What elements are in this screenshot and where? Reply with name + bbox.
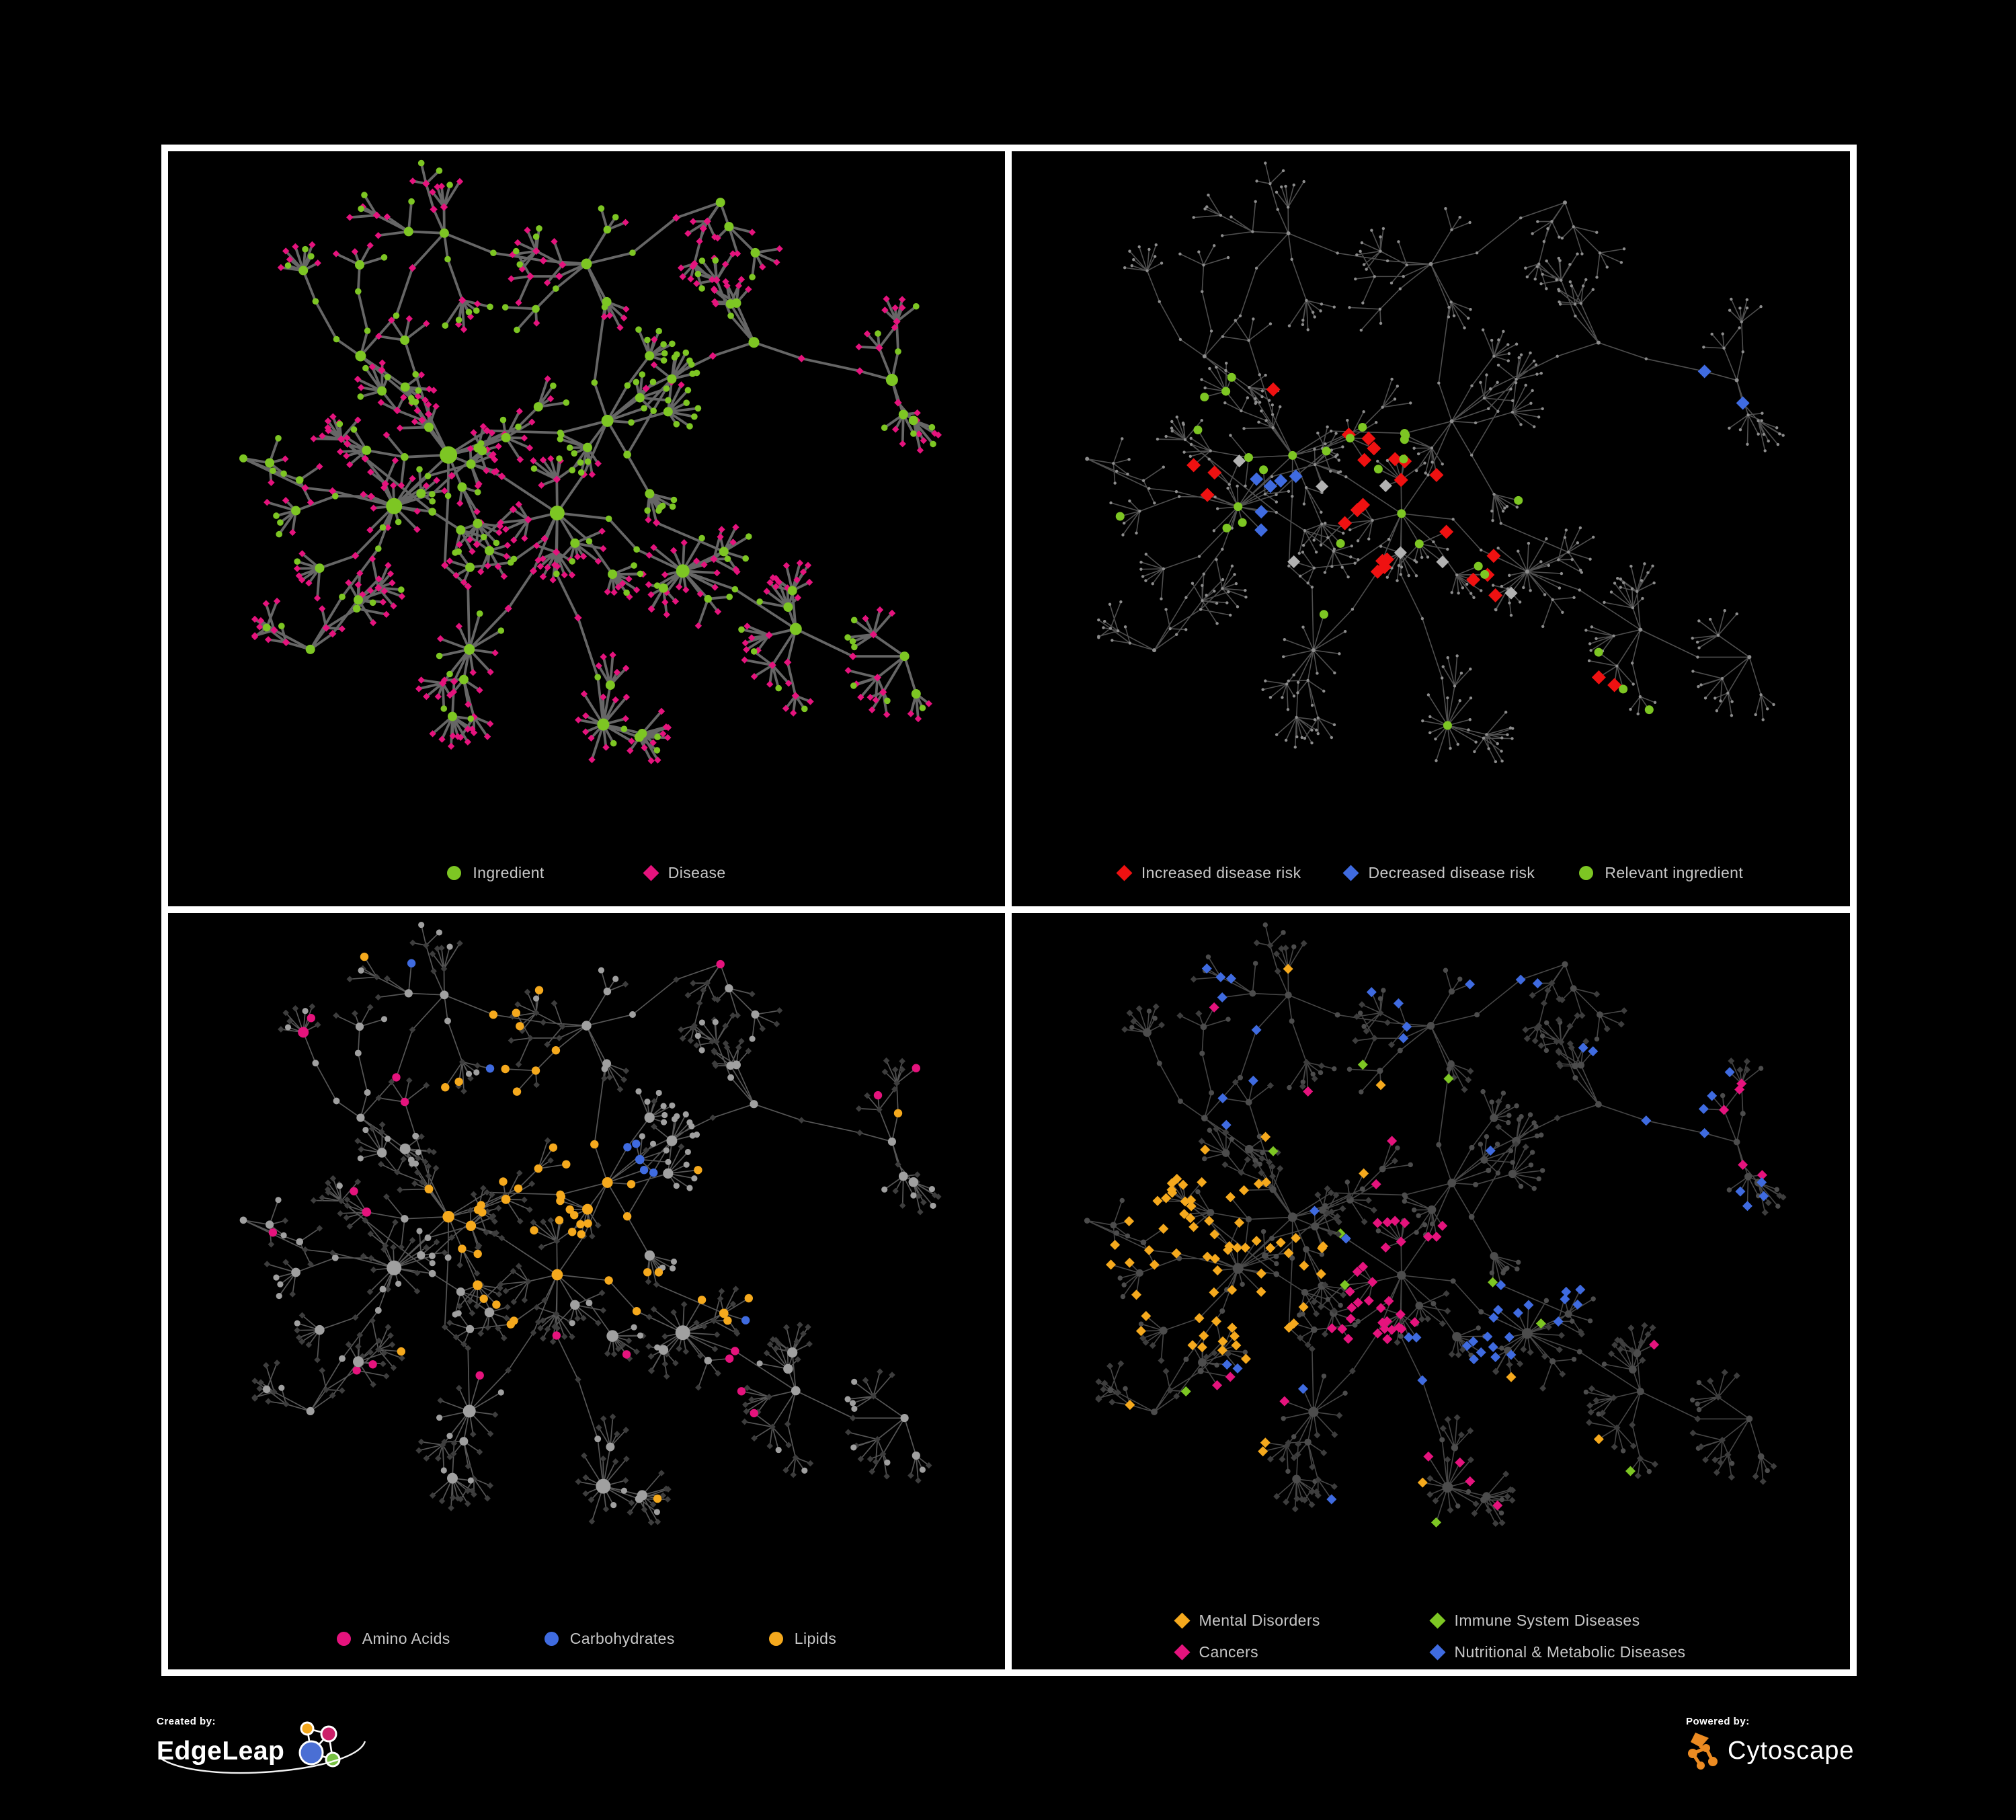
legend-label: Decreased disease risk — [1368, 864, 1535, 881]
legend-item-nutritional-metabolic-diseases: Nutritional & Metabolic Diseases — [1429, 1643, 1686, 1661]
diamond-marker — [1116, 865, 1133, 881]
legend-item-mental-disorders: Mental Disorders — [1174, 1612, 1432, 1630]
diamond-marker — [1429, 1644, 1446, 1661]
cytoscape-logo-icon — [1688, 1733, 1718, 1770]
legend-label: Ingredient — [473, 864, 545, 881]
network-nutrient-classes-svg — [239, 922, 942, 1526]
diamond-marker — [1429, 1612, 1446, 1629]
circle-marker — [544, 1632, 559, 1646]
edgeleap-branding: Created by: EdgeLeap — [157, 1716, 366, 1776]
edgeleap-logo-icon — [298, 1721, 341, 1768]
network-ingredient-disease-svg — [239, 159, 942, 764]
legend-item-disease: Disease — [643, 864, 726, 882]
cytoscape-branding: Powered by: Cytoscape — [1686, 1716, 1855, 1770]
legend-label: Carbohydrates — [569, 1630, 675, 1647]
legend-item-increased-disease-risk: Increased disease risk — [1116, 864, 1301, 882]
legend-label: Disease — [668, 864, 726, 881]
created-by-label: Created by: — [157, 1716, 216, 1727]
legend-label: Nutritional & Metabolic Diseases — [1454, 1643, 1686, 1661]
legend-label: Relevant ingredient — [1605, 864, 1744, 881]
legend-item-decreased-disease-risk: Decreased disease risk — [1342, 864, 1535, 882]
legend-item-lipids: Lipids — [768, 1630, 837, 1648]
circle-marker — [1579, 866, 1594, 880]
legend-label: Immune System Diseases — [1454, 1612, 1640, 1629]
legend-item-carbohydrates: Carbohydrates — [544, 1630, 675, 1648]
legend-nutrient-classes: Amino Acids Carbohydrates Lipids — [168, 1630, 1005, 1648]
diamond-marker — [1174, 1644, 1191, 1661]
network-disease-classes-svg — [1084, 922, 1787, 1528]
cytoscape-wordmark: Cytoscape — [1728, 1736, 1855, 1765]
legend-item-ingredient: Ingredient — [447, 864, 544, 882]
legend-label: Cancers — [1199, 1643, 1258, 1661]
legend-disease-classes: Mental Disorders Immune System Diseases Ca… — [1012, 1612, 1850, 1661]
legend-item-relevant-ingredient: Relevant ingredient — [1579, 864, 1743, 882]
panel-disease-risk: Increased disease risk Decreased disease … — [1005, 145, 1857, 913]
circle-marker — [768, 1632, 783, 1646]
legend-item-cancers: Cancers — [1174, 1643, 1432, 1661]
legend-label: Increased disease risk — [1141, 864, 1301, 881]
edgeleap-wordmark: EdgeLeap — [157, 1737, 285, 1766]
powered-by-label: Powered by: — [1686, 1716, 1750, 1727]
circle-marker — [447, 866, 462, 880]
network-disease-risk-svg — [1085, 161, 1785, 764]
legend-item-immune-system-diseases: Immune System Diseases — [1429, 1612, 1686, 1630]
legend-ingredient-disease: Ingredient Disease — [168, 864, 1005, 882]
diamond-marker — [643, 865, 659, 881]
legend-item-amino-acids: Amino Acids — [336, 1630, 450, 1648]
panel-disease-classes: Mental Disorders Immune System Diseases Ca… — [1005, 906, 1857, 1676]
diamond-marker — [1174, 1612, 1191, 1629]
legend-label: Mental Disorders — [1199, 1612, 1320, 1629]
legend-disease-risk: Increased disease risk Decreased disease … — [1012, 864, 1850, 882]
panel-nutrient-classes: Amino Acids Carbohydrates Lipids — [161, 906, 1012, 1676]
panel-ingredient-disease: Ingredient Disease — [161, 145, 1012, 913]
legend-label: Lipids — [794, 1630, 837, 1647]
diamond-marker — [1342, 865, 1360, 881]
circle-marker — [336, 1632, 351, 1646]
legend-label: Amino Acids — [362, 1630, 450, 1647]
